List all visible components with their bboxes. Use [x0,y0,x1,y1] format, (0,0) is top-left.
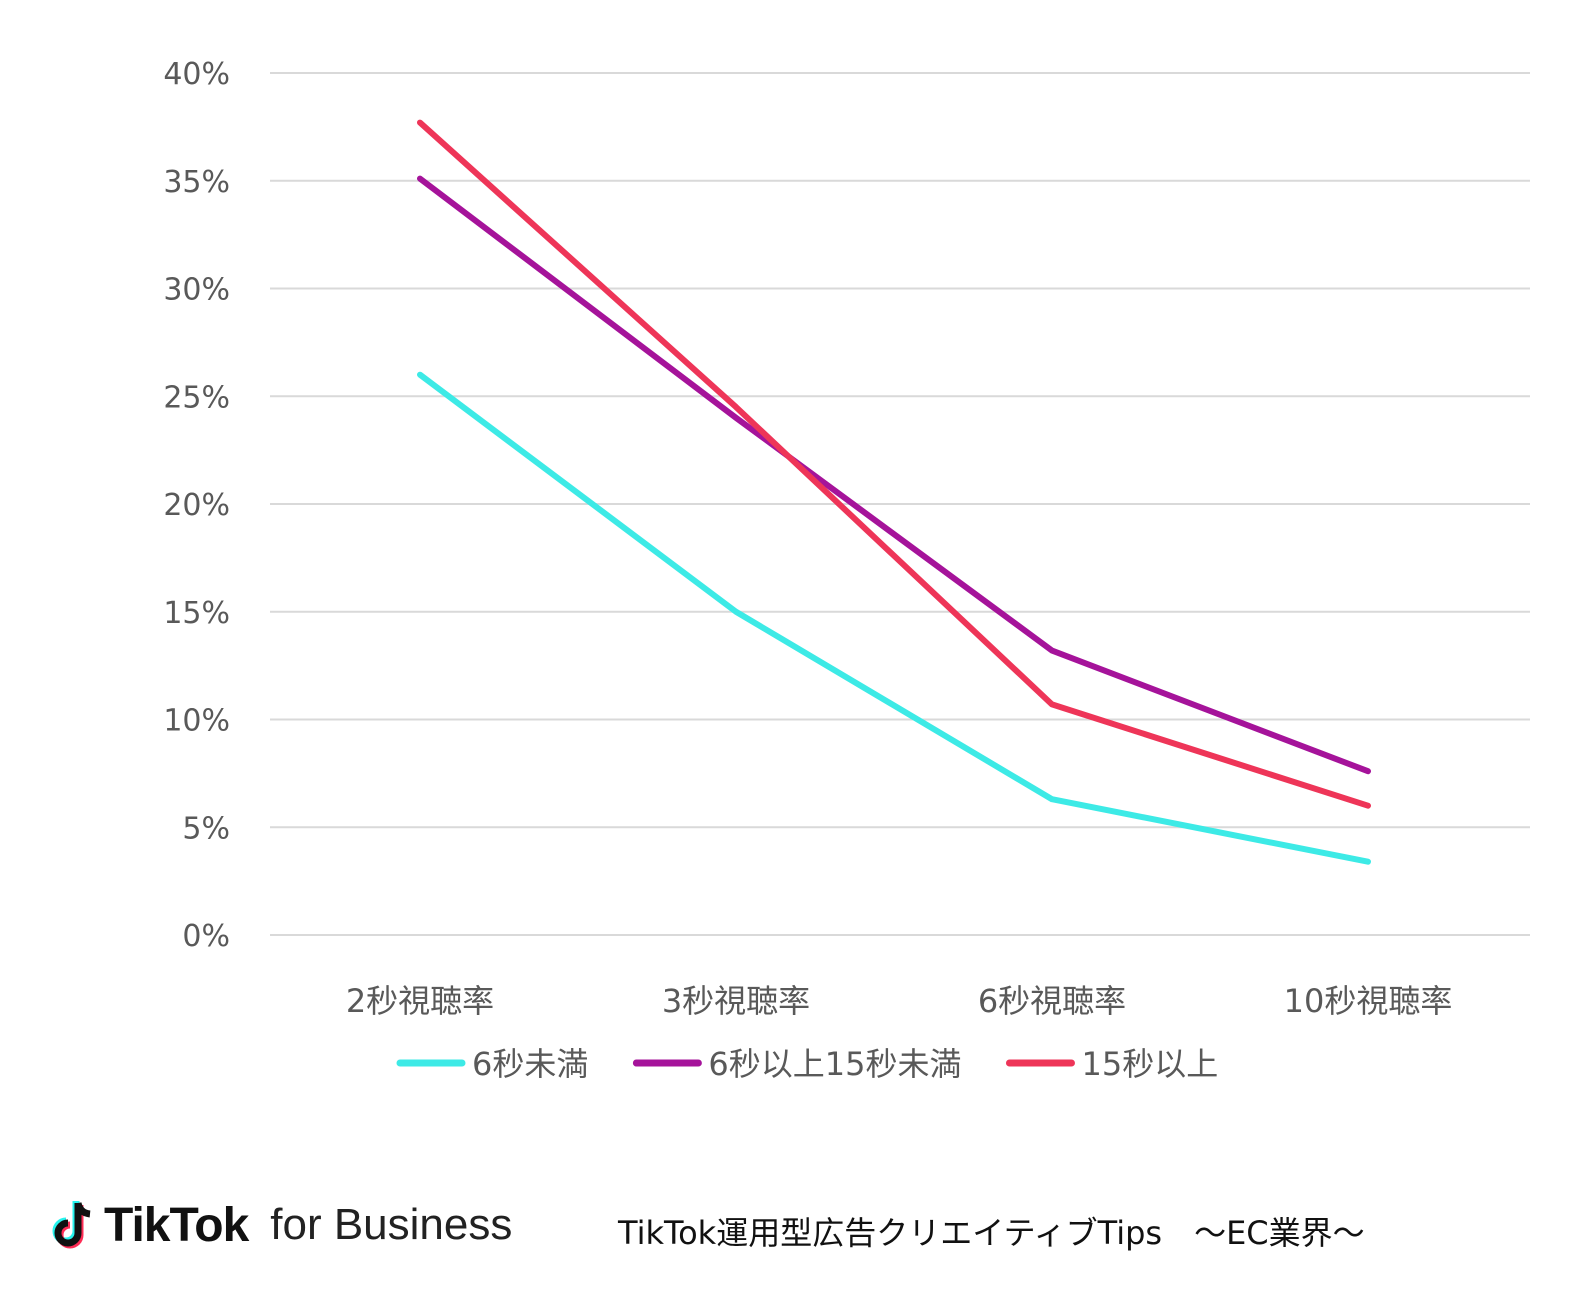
gridlines [270,72,1530,936]
series-lines [417,119,1371,865]
x-tick-label: 10秒視聴率 [1284,982,1453,1020]
brand-name: TikTok [104,1198,249,1252]
line-chart: 0% 5% 10% 15% 20% 25% 30% 35% 40% 2秒視聴率 3秒視聴率 6秒視聴… [163,57,1530,1083]
series-line-3 [417,119,1371,809]
series-line-1 [417,371,1371,865]
legend: 6秒未満 6秒以上15秒未満 15秒以上 [396,1045,1218,1083]
x-axis-ticks: 2秒視聴率 3秒視聴率 6秒視聴率 10秒視聴率 [346,982,1453,1020]
x-tick-label: 3秒視聴率 [662,982,810,1020]
y-tick-label: 35% [163,165,230,200]
y-tick-label: 15% [163,596,230,631]
y-tick-label: 0% [182,919,230,954]
legend-item: 15秒以上 [1005,1045,1218,1083]
y-tick-label: 20% [163,488,230,523]
tiktok-note-icon [52,1201,91,1249]
legend-item: 6秒以上15秒未満 [632,1045,961,1083]
y-axis-ticks: 0% 5% 10% 15% 20% 25% 30% 35% 40% [163,57,230,954]
series-line-2 [417,175,1371,775]
legend-label: 6秒以上15秒未満 [708,1045,961,1083]
tiktok-for-business-logo: TikTok for Business [52,1198,512,1253]
y-tick-label: 5% [182,811,230,846]
footer-caption: TikTok運用型広告クリエイティブTips ～EC業界～ [618,1214,1365,1252]
x-tick-label: 2秒視聴率 [346,982,494,1020]
y-tick-label: 30% [163,273,230,308]
footer-brand: TikTok for Business [52,1195,512,1255]
y-tick-label: 10% [163,704,230,739]
legend-label: 6秒未満 [472,1045,588,1083]
x-tick-label: 6秒視聴率 [978,982,1126,1020]
y-tick-label: 40% [163,57,230,92]
y-tick-label: 25% [163,380,230,415]
legend-item: 6秒未満 [396,1045,588,1083]
brand-subtitle: for Business [270,1200,513,1249]
legend-label: 15秒以上 [1081,1045,1218,1083]
